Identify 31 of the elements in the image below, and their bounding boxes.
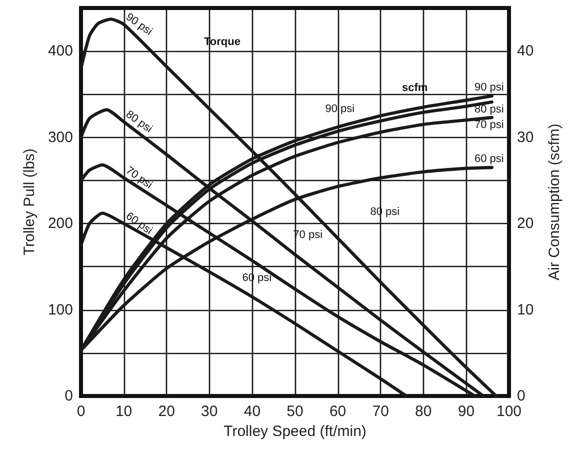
series-label: 70 psi: [474, 119, 504, 131]
y-tick-label: 100: [48, 301, 73, 318]
y-tick-label: 200: [48, 215, 73, 232]
x-tick-label: 70: [372, 403, 389, 420]
x-tick-label: 0: [76, 403, 86, 420]
y2-axis-title: Air Consumption (scfm): [546, 124, 563, 280]
series-label: 60 psi: [474, 153, 504, 166]
y2-tick-label: 10: [517, 301, 534, 318]
text: 90 psi: [124, 11, 154, 38]
text: 80 psi: [124, 108, 154, 136]
y2-tick-label: 0: [517, 388, 526, 404]
x-tick-label: 80: [415, 403, 432, 420]
x-tick-label: 10: [115, 403, 132, 420]
annotation: 90 psi: [325, 102, 355, 115]
y2-tick-label: 30: [517, 128, 534, 146]
y-tick-label: 300: [48, 128, 73, 146]
series-label: 90 psi: [474, 81, 504, 94]
x-tick-label: 60: [329, 403, 346, 420]
x-tick-label: 20: [158, 403, 175, 420]
x-axis-title: Trolley Speed (ft/min): [224, 423, 366, 440]
x-tick-label: 30: [201, 403, 218, 420]
x-tick-label: 100: [496, 403, 522, 420]
y-tick-label: 400: [48, 42, 73, 60]
x-tick-label: 90: [458, 403, 475, 420]
y-axis-title: Trolley Pull (lbs): [21, 148, 38, 256]
x-tick-label: 40: [244, 403, 261, 420]
y-tick-label: 0: [64, 388, 73, 404]
y2-tick-label: 20: [517, 215, 534, 232]
series-label: 80 psi: [474, 103, 504, 116]
x-tick-label: 50: [286, 403, 304, 420]
y2-tick-label: 40: [517, 42, 534, 60]
